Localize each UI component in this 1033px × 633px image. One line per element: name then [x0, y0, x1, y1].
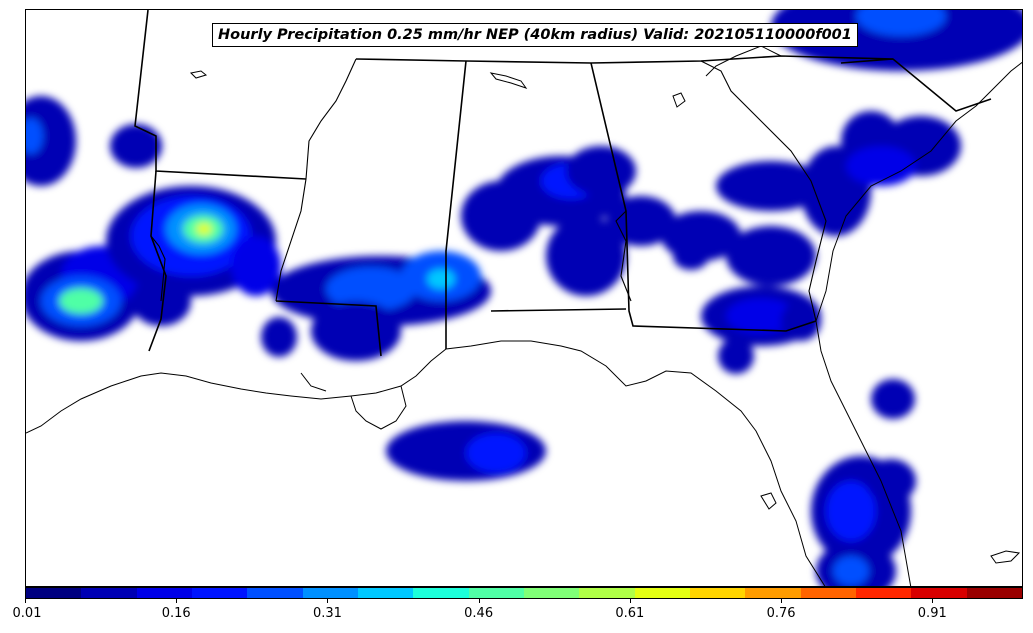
map-title: Hourly Precipitation 0.25 mm/hr NEP (40k… [218, 27, 852, 43]
colorbar-segment [413, 588, 469, 598]
small-islands [189, 70, 1021, 564]
colorbar-segment [689, 588, 746, 598]
colorbar-tick [176, 599, 178, 603]
colorbar-segment [357, 588, 414, 598]
colorbar-tick [25, 599, 26, 603]
colorbar-segment [26, 588, 82, 598]
colorbar-tick [932, 599, 934, 603]
colorbar-segment [302, 588, 358, 598]
colorbar-tick-label: 0.91 [917, 606, 947, 621]
colorbar-tick-label: 0.46 [464, 606, 494, 621]
colorbar-tick-label: 0.01 [12, 606, 42, 621]
colorbar-tick [629, 599, 631, 603]
colorbar-tick [478, 599, 480, 603]
precipitation-map [26, 10, 1022, 586]
colorbar-tick-label: 0.76 [766, 606, 796, 621]
coastlines [26, 45, 1022, 586]
colorbar-segment [634, 588, 690, 598]
colorbar-segment [745, 588, 801, 598]
colorbar [25, 587, 1023, 599]
colorbar-segment [191, 588, 248, 598]
colorbar-segment [136, 588, 192, 598]
colorbar-segment [468, 588, 524, 598]
river-borders [150, 58, 827, 322]
map-panel: Hourly Precipitation 0.25 mm/hr NEP (40k… [25, 9, 1023, 587]
colorbar-segment [966, 588, 1022, 598]
colorbar-tick [327, 599, 329, 603]
colorbar-segment [800, 588, 856, 598]
colorbar-segment [81, 588, 137, 598]
colorbar-tick-label: 0.31 [312, 606, 342, 621]
map-title-box: Hourly Precipitation 0.25 mm/hr NEP (40k… [212, 23, 858, 47]
colorbar-segment [247, 588, 303, 598]
colorbar-tick-label: 0.16 [161, 606, 191, 621]
colorbar-segment [523, 588, 580, 598]
colorbar-segment [579, 588, 635, 598]
precipitation-fields [26, 10, 1022, 586]
state-borders [134, 10, 992, 357]
colorbar-segment [855, 588, 912, 598]
colorbar-segment [911, 588, 967, 598]
colorbar-tick-label: 0.61 [615, 606, 645, 621]
colorbar-tick [781, 599, 783, 603]
